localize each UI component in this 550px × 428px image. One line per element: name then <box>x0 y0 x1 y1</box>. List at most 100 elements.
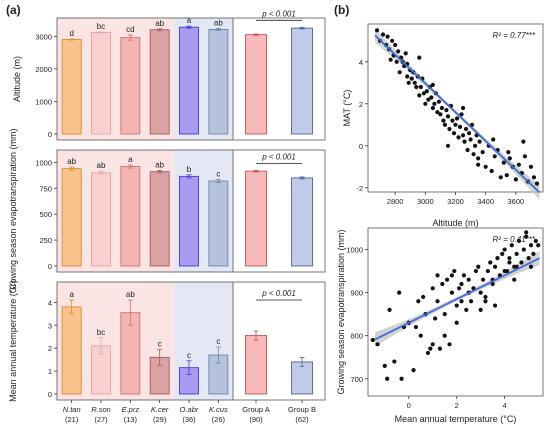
data-point <box>466 131 472 136</box>
significance-letter: a <box>128 155 133 164</box>
data-point <box>430 342 435 347</box>
significance-letter: d <box>69 29 73 38</box>
data-point <box>433 316 438 321</box>
data-point <box>521 247 526 252</box>
data-point <box>390 38 395 43</box>
et-vs-temperature-scatter: 0 2 4 700 800 900 1000 R² = 0.41*** Mean annual … <box>336 227 544 424</box>
data-point <box>439 105 445 111</box>
data-point <box>425 350 431 356</box>
x-tick-label: 2 <box>455 401 459 410</box>
x-tick-label: Group A <box>242 405 270 414</box>
data-point <box>429 95 434 100</box>
bar <box>208 28 229 135</box>
data-point <box>528 243 534 248</box>
data-point <box>421 91 426 96</box>
data-point <box>495 256 500 261</box>
data-point <box>476 162 481 167</box>
panel-frame <box>56 281 326 401</box>
data-point <box>440 281 445 287</box>
data-point <box>460 133 466 138</box>
data-point <box>435 273 440 278</box>
data-point <box>485 268 490 274</box>
data-point <box>442 312 447 317</box>
data-point <box>456 135 461 140</box>
data-point <box>459 281 464 287</box>
data-point <box>471 152 476 157</box>
data-point <box>506 150 511 155</box>
bar <box>208 180 229 267</box>
y-tick-label: 3000 <box>35 32 52 41</box>
data-point <box>394 59 399 64</box>
data-point <box>382 363 387 368</box>
data-point <box>435 110 440 115</box>
x-tick-label: 3000 <box>417 197 434 206</box>
data-point <box>451 131 457 136</box>
y-tick-label: 1 <box>48 367 52 376</box>
data-point <box>491 137 496 142</box>
panel-frame <box>56 149 326 273</box>
bar <box>120 166 141 267</box>
data-point <box>507 256 512 261</box>
data-point <box>392 359 397 364</box>
data-point <box>385 34 390 39</box>
significance-letter: ab <box>67 157 76 166</box>
data-point <box>449 290 455 295</box>
evapotranspiration-bar-chart: 0 250 500 750 1000 Growing season evapotransp… <box>8 128 326 294</box>
y-tick-label: 2000 <box>35 65 52 74</box>
significance-letter: cd <box>126 25 134 34</box>
data-point <box>399 376 404 381</box>
x-tick-label: R.son <box>91 405 111 414</box>
data-point <box>465 147 470 153</box>
data-point <box>531 251 536 256</box>
x-axis-label: Mean annual temperature (°C) <box>395 414 517 424</box>
y-tick-label: 1000 <box>346 246 363 255</box>
y-axis-label: Altitude (m) <box>12 56 22 102</box>
sample-size-label: (90) <box>249 415 263 424</box>
sample-size-label: (21) <box>65 415 79 424</box>
data-point <box>522 154 527 159</box>
mat-vs-altitude-scatter: 2800 3000 3200 3400 3600 -2 0 2 4 R² = 0.77*** Alt… <box>342 23 544 228</box>
x-axis-label: Altitude (m) <box>432 218 478 228</box>
bar <box>91 172 111 267</box>
data-point <box>462 139 467 144</box>
bar <box>149 171 170 267</box>
data-point <box>387 307 392 312</box>
bar <box>91 31 111 135</box>
x-tick-label: 3400 <box>477 197 494 206</box>
significance-letter: ab <box>214 18 223 27</box>
data-point <box>507 260 512 265</box>
y-tick-label: 250 <box>39 236 52 245</box>
y-tick-label: 2 <box>48 344 52 353</box>
significance-letter: c <box>158 339 162 348</box>
y-tick-label: 0 <box>48 390 52 399</box>
y-tick-label: 4 <box>48 298 52 307</box>
significance-letter: c <box>216 169 220 178</box>
data-point <box>463 126 469 132</box>
data-point <box>507 156 512 161</box>
bar <box>179 26 199 135</box>
data-point <box>430 82 435 87</box>
data-point <box>409 76 414 81</box>
bar <box>149 29 170 135</box>
data-point <box>421 294 426 300</box>
y-tick-label: 4 <box>359 58 363 67</box>
p-value-label: p < 0.001 <box>261 9 296 18</box>
bar <box>120 37 141 135</box>
data-point <box>423 101 428 106</box>
r-squared-label: R² = 0.77*** <box>493 31 536 40</box>
data-point <box>528 164 534 169</box>
significance-letter: ab <box>97 161 106 170</box>
data-point <box>406 80 411 85</box>
bar <box>291 27 313 135</box>
data-point <box>416 299 421 304</box>
data-point <box>514 251 519 256</box>
p-value-label: p < 0.001 <box>261 289 296 298</box>
data-point <box>445 143 451 148</box>
data-point <box>418 333 423 338</box>
significance-letter: bc <box>97 22 105 31</box>
data-point <box>459 112 464 117</box>
data-point <box>500 251 505 256</box>
data-point <box>473 143 478 148</box>
y-tick-label: 500 <box>39 210 52 219</box>
